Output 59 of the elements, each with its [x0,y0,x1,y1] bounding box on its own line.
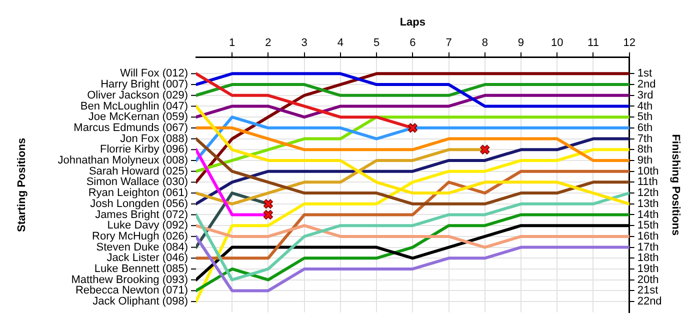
text: Simon Wallace (030) [86,176,188,188]
x-tick-label: 11 [588,36,599,49]
y-tick-label: 13th [637,198,659,210]
y-tick-label: 5th [637,111,653,124]
text: Florrie Kirby (096) [100,144,188,156]
text: Starting Positions [16,138,28,232]
y-tick-label: 12th [637,187,659,200]
y-axis-title: Finishing Positions [669,134,682,236]
y-tick-label: 4th [637,100,653,112]
text: James Bright (072) [95,208,188,221]
text: Jack Oliphant (098) [92,296,188,308]
y-tick-label: 14th [637,208,659,221]
text: Josh Longden (056) [90,198,188,210]
y-tick-label: 8th [637,144,653,156]
text: Rebecca Newton (071) [75,284,188,297]
x-tick-label: 9 [518,36,524,49]
y-tick-label: 22nd [637,296,662,308]
y-tick-label: 17th [637,241,659,254]
text: Will Fox (012) [120,68,188,80]
text: Rory McHugh (026) [92,230,188,242]
x-tick-label: 12 [623,36,636,49]
y-tick-label: 15th [637,220,659,232]
x-tick-label: 7 [446,36,452,49]
text: Ryan Leighton (061) [88,187,188,200]
y-tick-label: 18th [637,252,659,264]
text: Jack Lister (046) [106,252,188,264]
x-tick-label: 2 [265,36,272,49]
y-tick-label: 3rd [637,89,654,102]
text: Ben McLoughlin (047) [80,100,188,112]
y-tick-label: 6th [637,122,653,134]
text: Johnathan Molyneux (008) [58,154,188,167]
text: Luke Bennett (085) [94,263,188,276]
text: Steven Duke (084) [96,241,188,254]
y-tick-label: 16th [637,230,659,242]
text: Matthew Brooking (093) [71,274,188,286]
y-tick-label: 1st [637,68,652,80]
text: Luke Davy (092) [107,220,188,232]
x-tick-label: 5 [373,36,380,49]
y-tick-label: 19th [637,263,659,276]
x-tick-label: 10 [550,36,564,49]
y-tick-label: 2nd [637,78,656,91]
x-tick-label: 4 [337,36,344,49]
text: Harry Bright (007) [100,78,188,91]
text: Marcus Edmunds (067) [74,122,188,134]
text: Sarah Howard (025) [88,165,188,178]
y-tick-label: 10th [637,165,659,178]
x-tick-label: 8 [482,36,488,49]
y-tick-label: 21st [637,284,658,297]
y-tick-label: 7th [637,132,653,145]
y-tick-label: 9th [637,154,653,167]
text: Jon Fox (088) [120,132,188,145]
x-axis-title: Laps [400,16,426,29]
text: Joe McKernan (059) [88,111,188,124]
x-tick-label: 3 [301,36,308,49]
y-tick-label: 11th [637,176,658,188]
y-tick-label: 20th [637,274,659,286]
text: Oliver Jackson (029) [87,89,188,102]
x-tick-label: 1 [229,36,236,49]
x-tick-label: 6 [410,36,416,49]
